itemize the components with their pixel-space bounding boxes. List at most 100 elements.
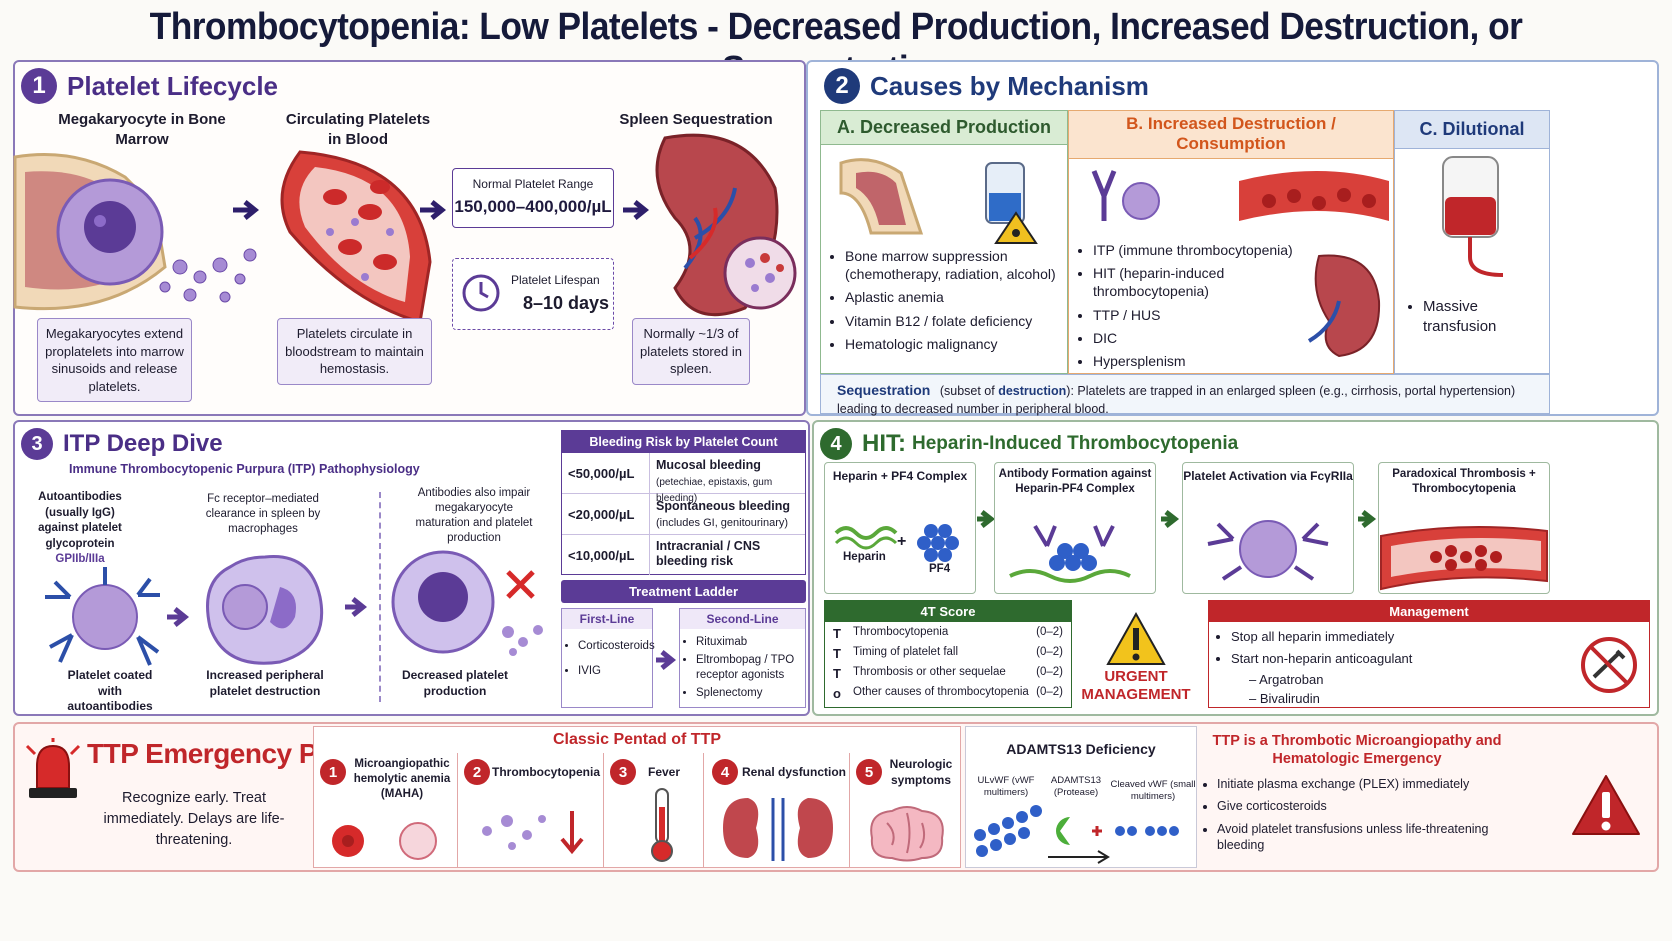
section-title: Causes by Mechanism: [870, 70, 1149, 101]
hit-title-b: Heparin-Induced Thrombocytopenia: [912, 433, 1239, 454]
seq-text: ): Platelets are trapped in an enlarged …: [837, 384, 1516, 416]
step-label: Heparin + PF4 Complex: [832, 469, 968, 483]
column-title: B. Increased Destruction / Consumption: [1069, 111, 1393, 159]
marrow-iv-icon: [839, 158, 1038, 244]
vwf-cleavage-icon: [974, 805, 1179, 864]
pentad-title: Classic Pentad of TTP: [552, 731, 722, 748]
ulvwf-label: ULvWF (vWF multimers): [977, 775, 1035, 799]
lifespan-title: Platelet Lifespan: [511, 273, 600, 287]
step-label: Antibody Formation against Heparin-PF4 C…: [998, 468, 1152, 495]
bleeding-risk-table: Bleeding Risk by Platelet Count <50,000/…: [561, 430, 806, 575]
kidney-icon: [723, 798, 833, 861]
range-value: 150,000–400,000/µL: [454, 197, 612, 216]
pentad-item: 3 Fever: [604, 753, 704, 867]
column-title: C. Dilutional: [1395, 111, 1549, 149]
first-line-box: First-Line Corticosteroids IVIG: [561, 608, 655, 708]
circ-label: Circulating Platelets in Blood: [285, 111, 431, 148]
risk-row: <10,000/µL Intracranial / CNS bleeding ri…: [562, 535, 805, 575]
spleen-icon: [1307, 254, 1381, 358]
spleen-illustration: [655, 133, 797, 317]
second-item: Eltrombopag / TPO receptor agonists: [696, 653, 805, 683]
impair-label: Antibodies also impair megakaryocyte mat…: [415, 487, 533, 544]
rbc-icon: [332, 822, 437, 860]
risk-row: <50,000/µL Mucosal bleeding (petechiae, e…: [562, 453, 805, 504]
four-t-score: 4T Score T Thrombocytopenia (0–2) T Timing …: [824, 600, 1072, 708]
first-item: IVIG: [578, 664, 655, 679]
risk-title: Bleeding Risk by Platelet Count: [562, 431, 805, 453]
risk-sub: (includes GI, genitourinary): [656, 517, 789, 529]
clock-icon: [462, 274, 500, 312]
lifespan-value: 8–10 days: [523, 293, 610, 313]
pentad-item: 4 Renal dysfunction: [704, 753, 850, 867]
sequestration-note: Sequestration (subset of destruction): P…: [820, 374, 1550, 416]
section-number: 1: [21, 68, 57, 104]
pentad-item: 2 Thrombocytopenia: [458, 753, 604, 867]
circ-caption: Platelets circulate in bloodstream to ma…: [277, 318, 432, 385]
arrow-icon: [167, 607, 190, 627]
blood-bag-icon: [1442, 156, 1504, 277]
cause-item: ITP (immune thrombocytopenia): [1093, 241, 1307, 259]
arrow-icon: [233, 200, 260, 220]
second-title: Second-Line: [680, 609, 805, 629]
tma-item: Avoid platelet transfusions unless life-…: [1217, 821, 1491, 854]
adamts-label: ADAMTS13 (Protease): [1050, 775, 1102, 799]
mgmt-item: Stop all heparin immediately: [1231, 629, 1412, 646]
heparin-label: Heparin: [843, 551, 886, 563]
arrow-icon: [977, 510, 996, 528]
arrow-icon: [656, 650, 677, 670]
lifespan-box: Platelet Lifespan 8–10 days: [452, 258, 614, 330]
tma-item: Give corticosteroids: [1217, 798, 1491, 814]
panel-hit: 4 HIT: Heparin-Induced Thrombocytopenia …: [812, 420, 1659, 716]
ttp-subtitle: Recognize early. Treat immediately. Dela…: [103, 790, 285, 849]
auto-label: Autoantibodies (usually IgG) against pla…: [38, 491, 122, 550]
panel-causes: 2 Causes by Mechanism A. Decreased Produ…: [806, 60, 1659, 416]
low-platelets-icon: [482, 811, 584, 855]
section-title: ITP Deep Dive: [63, 430, 223, 457]
coated-platelet-illustration: [45, 567, 160, 666]
arrow-icon: [623, 200, 650, 220]
pf4-label: PF4: [929, 563, 951, 575]
hit-step-1: Heparin + PF4 Complex + Heparin PF4: [824, 462, 976, 594]
impaired-megakaryocyte-illustration: [391, 550, 543, 656]
mgmt-sub-item: – Bivalirudin: [1249, 690, 1320, 706]
mgmt-title: Management: [1209, 601, 1649, 622]
second-item: Splenectomy: [696, 686, 805, 701]
seq-sub2: destruction: [998, 384, 1067, 398]
section-number: 4: [820, 428, 852, 460]
risk-count: <10,000/µL: [562, 535, 650, 575]
score-row: T Thrombosis or other sequelae (0–2): [833, 666, 1063, 681]
adamts13-box: ADAMTS13 Deficiency ULvWF (vWF multimers…: [965, 726, 1197, 868]
score-title: 4T Score: [825, 601, 1071, 622]
cause-item: DIC: [1093, 329, 1307, 347]
pentad-item: 1 Microangiopathic hemolytic anemia (MAH…: [314, 753, 458, 867]
section-title: Platelet Lifecycle: [67, 70, 278, 101]
seq-word: Sequestration: [837, 382, 931, 398]
heparin-pf4-icon: [834, 524, 959, 562]
urgent-label: URGENT MANAGEMENT: [1081, 668, 1191, 703]
blood-vessel-illustration: [280, 150, 432, 324]
risk-row: <20,000/µL Spontaneous bleeding (includes…: [562, 494, 805, 535]
panel-itp: 3 ITP Deep Dive Immune Thrombocytopenic …: [13, 420, 810, 716]
cause-item: TTP / HUS: [1093, 306, 1307, 324]
macrophage-illustration: [206, 555, 324, 665]
panel-platelet-lifecycle: 1 Platelet Lifecycle Megakaryocyte in Bo…: [13, 60, 806, 416]
arrow-icon: [1161, 510, 1180, 528]
score-row: o Other causes of thrombocytopenia (0–2): [833, 686, 1063, 701]
mega-caption: Megakaryocytes extend proplatelets into …: [37, 318, 192, 403]
range-title: Normal Platelet Range: [472, 177, 594, 191]
hit-step-4: Paradoxical Thrombosis + Thrombocytopeni…: [1378, 462, 1550, 594]
column-title: A. Decreased Production: [821, 111, 1067, 145]
cause-item: Hypersplenism: [1093, 352, 1307, 370]
treatment-ladder: Treatment Ladder First-Line Corticostero…: [561, 580, 806, 710]
risk-count: <20,000/µL: [562, 494, 650, 534]
first-item: Corticosteroids: [578, 639, 655, 654]
arrow-icon: [1358, 510, 1377, 528]
brain-icon: [870, 806, 944, 862]
column-decreased-production: A. Decreased Production Bone marrow supp…: [820, 110, 1068, 374]
score-row: T Thrombocytopenia (0–2): [833, 626, 1063, 641]
siren-icon: [25, 738, 81, 798]
step-label: Platelet Activation via FcγRIIa: [1183, 469, 1353, 483]
score-row: T Timing of platelet fall (0–2): [833, 646, 1063, 661]
decreased-caption: Decreased platelet production: [401, 668, 509, 698]
arrow-icon: [345, 597, 368, 617]
